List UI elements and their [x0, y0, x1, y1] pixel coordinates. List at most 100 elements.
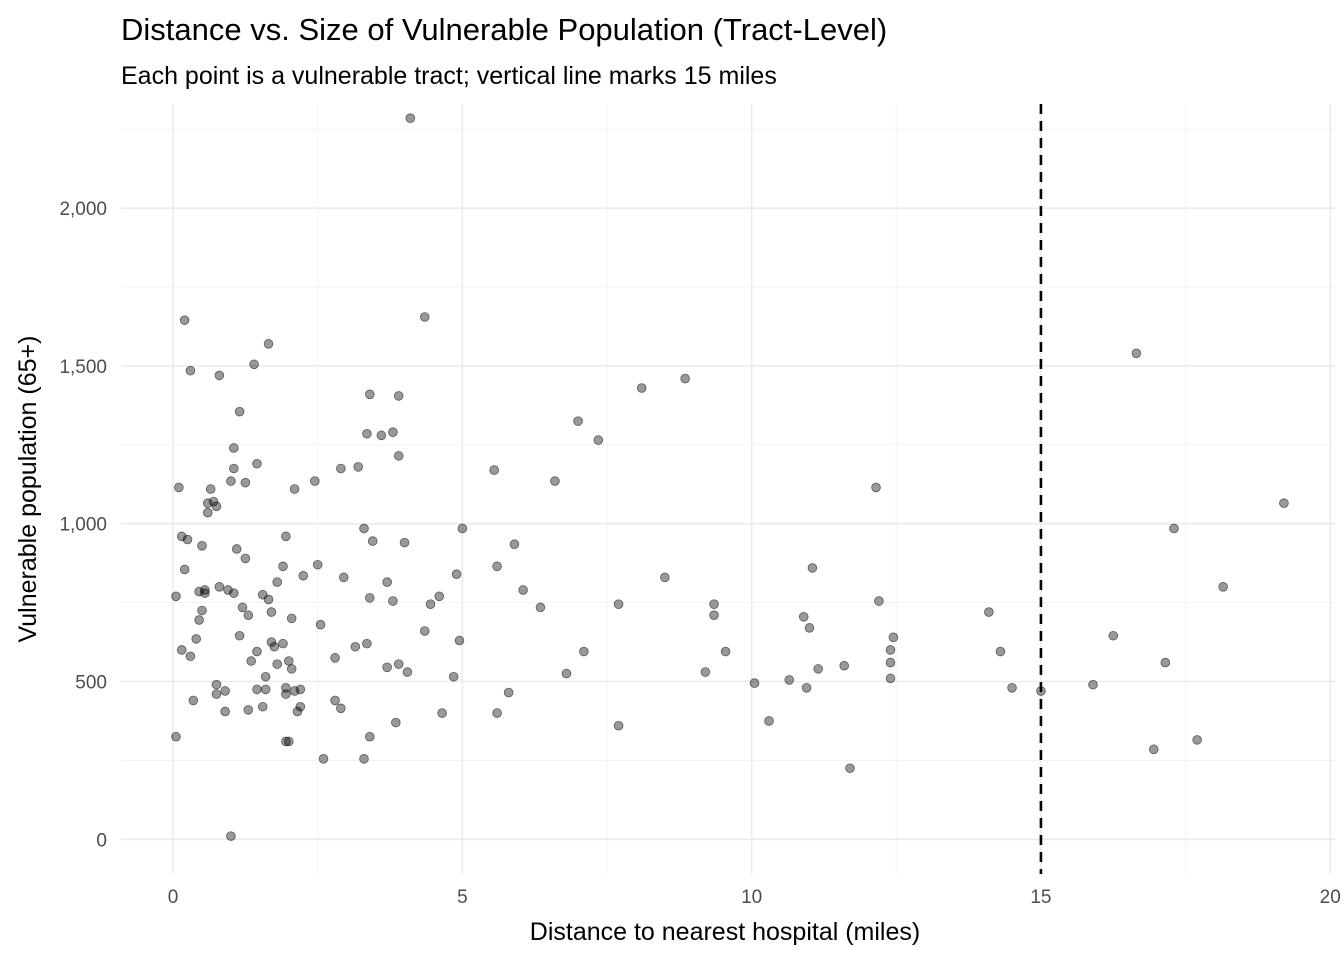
- data-point: [637, 384, 646, 393]
- data-point: [438, 709, 447, 718]
- data-point: [253, 647, 262, 656]
- y-tick-label: 0: [96, 830, 107, 851]
- data-point: [1161, 658, 1170, 667]
- data-point: [383, 578, 392, 587]
- data-point: [189, 696, 198, 705]
- data-point: [192, 634, 201, 643]
- data-point: [244, 611, 253, 620]
- data-point: [614, 721, 623, 730]
- data-point: [840, 661, 849, 670]
- data-point: [172, 592, 181, 601]
- data-point: [814, 664, 823, 673]
- data-point: [241, 554, 250, 563]
- y-tick-label: 2,000: [59, 199, 107, 220]
- data-point: [247, 657, 256, 666]
- data-point: [238, 603, 247, 612]
- data-point: [710, 611, 719, 620]
- data-point: [579, 647, 588, 656]
- data-point: [267, 608, 276, 617]
- data-point: [339, 573, 348, 582]
- data-point: [235, 631, 244, 640]
- data-point: [1219, 582, 1228, 591]
- data-point: [394, 392, 403, 401]
- data-point: [1170, 524, 1179, 533]
- data-point: [362, 429, 371, 438]
- data-point: [273, 660, 282, 669]
- data-point: [212, 502, 221, 511]
- data-point: [200, 589, 209, 598]
- data-point: [660, 573, 669, 582]
- data-point: [229, 589, 238, 598]
- data-point: [336, 704, 345, 713]
- data-point: [290, 485, 299, 494]
- y-axis-ticks: 0 500 1,000 1,500 2,000: [59, 199, 107, 851]
- data-point: [360, 754, 369, 763]
- data-point: [264, 595, 273, 604]
- data-point: [984, 608, 993, 617]
- data-point: [284, 737, 293, 746]
- data-point: [351, 642, 360, 651]
- data-point: [1008, 683, 1017, 692]
- data-point: [394, 660, 403, 669]
- data-point: [490, 466, 499, 475]
- data-point: [846, 764, 855, 773]
- data-point: [258, 702, 267, 711]
- data-point: [253, 459, 262, 468]
- data-point: [802, 683, 811, 692]
- data-point: [1089, 680, 1098, 689]
- x-tick-label: 5: [457, 887, 468, 908]
- data-point: [383, 663, 392, 672]
- data-point: [227, 477, 236, 486]
- data-point: [614, 600, 623, 609]
- data-point: [235, 407, 244, 416]
- data-point: [389, 597, 398, 606]
- data-point: [177, 646, 186, 655]
- data-point: [186, 652, 195, 661]
- data-point: [805, 623, 814, 632]
- data-point: [710, 600, 719, 609]
- major-gridlines: [121, 104, 1336, 874]
- x-tick-label: 10: [741, 887, 762, 908]
- data-point: [426, 600, 435, 609]
- data-point: [389, 428, 398, 437]
- data-point: [284, 657, 293, 666]
- x-tick-label: 15: [1030, 887, 1051, 908]
- data-point: [449, 672, 458, 681]
- data-point: [331, 696, 340, 705]
- data-point: [296, 685, 305, 694]
- data-point: [562, 669, 571, 678]
- data-point: [886, 646, 895, 655]
- data-point: [360, 524, 369, 533]
- data-point: [1280, 499, 1289, 508]
- data-point: [203, 508, 212, 517]
- data-point: [261, 685, 270, 694]
- data-point: [493, 709, 502, 718]
- data-point: [270, 642, 279, 651]
- data-point: [174, 483, 183, 492]
- data-point: [765, 717, 774, 726]
- data-point: [519, 586, 528, 595]
- data-point: [1132, 349, 1141, 358]
- data-point: [296, 702, 305, 711]
- y-axis-title: Vulnerable population (65+): [14, 336, 42, 643]
- y-tick-label: 1,500: [59, 357, 107, 378]
- data-point: [458, 524, 467, 533]
- data-point: [183, 535, 192, 544]
- data-point: [435, 592, 444, 601]
- data-point: [1149, 745, 1158, 754]
- data-point: [872, 483, 881, 492]
- x-axis-title: Distance to nearest hospital (miles): [530, 918, 920, 946]
- data-point: [354, 463, 363, 472]
- data-point: [701, 668, 710, 677]
- data-point: [362, 639, 371, 648]
- y-tick-label: 500: [75, 673, 107, 694]
- data-point: [229, 444, 238, 453]
- data-point: [299, 571, 308, 580]
- data-point: [195, 616, 204, 625]
- data-point: [420, 627, 429, 636]
- data-point: [394, 451, 403, 460]
- data-point: [172, 732, 181, 741]
- data-point: [310, 477, 319, 486]
- data-point: [180, 316, 189, 325]
- data-point: [198, 541, 207, 550]
